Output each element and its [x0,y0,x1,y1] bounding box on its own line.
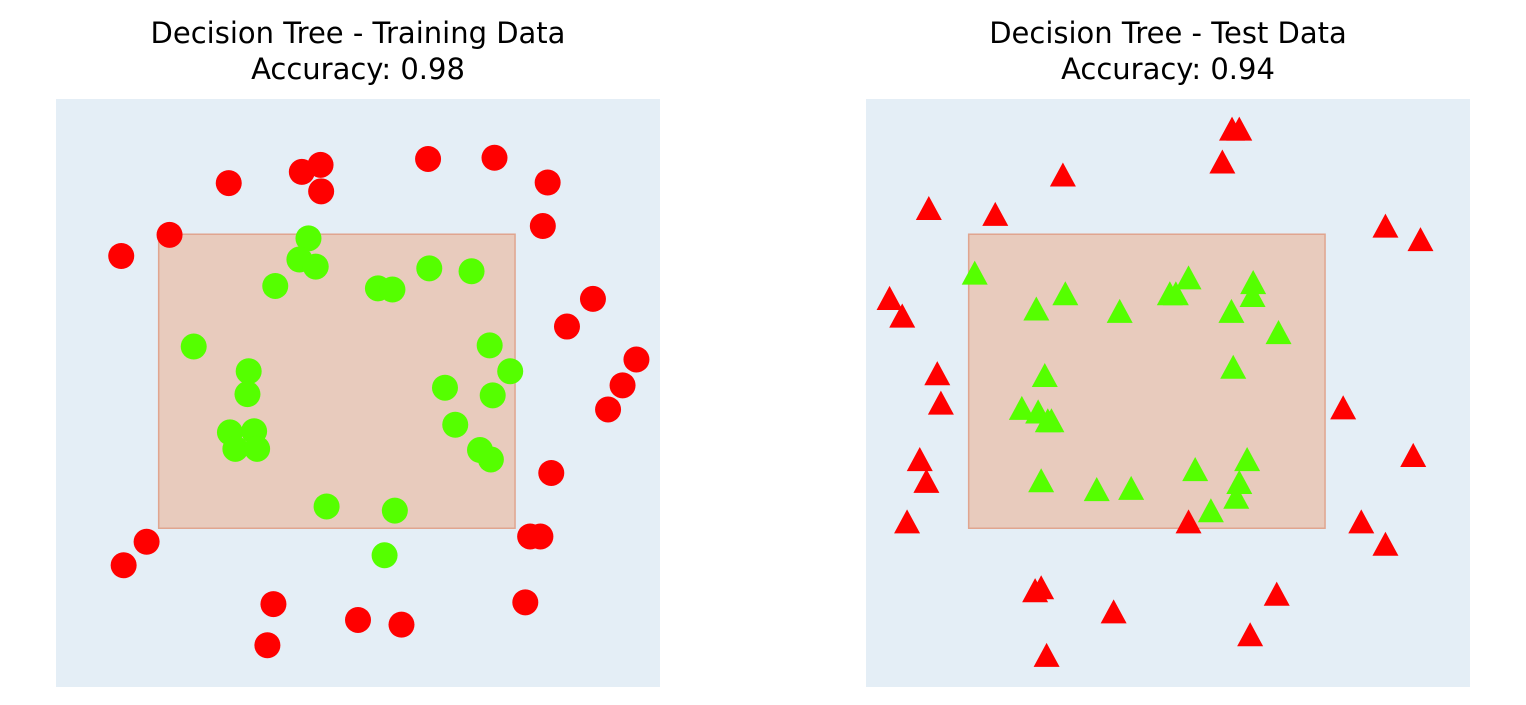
data-point [180,333,207,360]
data-point [1407,227,1434,252]
data-point [254,632,281,659]
data-point [1240,270,1267,295]
data-point [906,447,933,472]
data-point [345,606,371,633]
data-point [1209,149,1236,174]
data-point [476,332,503,359]
data-point [156,221,183,248]
data-point [529,213,556,240]
data-point [222,435,249,462]
data-point [1182,457,1209,482]
data-point [235,358,262,385]
data-point [458,258,485,285]
data-point [1031,362,1058,387]
data-point [108,242,135,269]
data-point [982,201,1009,226]
data-point [416,255,443,282]
data-point [381,497,408,524]
data-point [534,169,561,196]
data-point [1330,395,1357,420]
data-point [1023,296,1050,321]
data-point [1220,354,1247,379]
data-point [1265,320,1292,345]
data-point [497,358,524,385]
data-point [1038,408,1065,433]
decision-region [967,233,1326,529]
data-point [481,144,508,171]
data-point [1028,575,1055,600]
data-point [431,374,458,401]
data-point [553,313,580,340]
data-point [1106,298,1133,323]
data-point [479,382,506,409]
data-point [1118,475,1145,500]
data-point [1234,447,1261,472]
data-point [1008,395,1035,420]
test-plot-area [866,99,1470,687]
data-point [609,372,636,399]
data-point [1028,468,1055,493]
data-point [1197,498,1224,523]
data-point [1052,281,1079,306]
chart-subtitle-2: Accuracy: 0.94 [1061,52,1275,86]
data-point [1162,281,1189,306]
data-point [1175,509,1202,534]
data-point [215,170,242,197]
data-point [415,145,442,172]
data-point [388,611,415,638]
data-point [1400,442,1427,467]
data-point [579,285,606,312]
data-point [477,446,504,473]
data-point [1372,213,1399,238]
data-point [595,396,622,423]
data-point [1239,282,1266,308]
data-point [110,552,137,579]
data-point [1223,484,1250,509]
data-point [302,253,329,280]
data-point [1175,265,1202,290]
data-point [1237,622,1264,647]
chart-title-1: Decision Tree - Training Data [151,16,566,50]
data-point [527,523,554,550]
data-point [260,591,287,618]
training-plot-area [56,99,660,687]
data-point [262,272,289,299]
data-point [295,225,322,252]
data-point [538,459,565,486]
data-point [371,542,398,569]
data-point [133,528,160,555]
data-point [1226,469,1253,495]
data-point [308,178,335,205]
data-point [244,435,271,462]
data-point [512,589,539,616]
data-point [1033,642,1060,667]
data-point [1263,581,1290,606]
data-point [313,493,340,520]
chart-subtitle-1: Accuracy: 0.98 [251,52,465,86]
data-point [442,411,469,438]
data-point [924,361,951,386]
data-point [623,346,650,373]
data-point [913,468,940,493]
data-point [1348,509,1375,534]
data-point [379,276,406,303]
data-point [1218,298,1245,323]
chart-title-2: Decision Tree - Test Data [989,16,1347,50]
data-point [1372,531,1399,556]
data-point [894,509,921,534]
data-point [234,381,261,408]
data-point [1083,477,1110,502]
data-point [1049,162,1076,187]
data-point [307,151,334,178]
data-point [876,285,903,310]
data-point [889,303,916,328]
data-point [961,260,988,285]
data-point [1100,599,1127,624]
data-point [1226,116,1253,141]
data-point [927,390,954,415]
data-point [915,195,942,221]
